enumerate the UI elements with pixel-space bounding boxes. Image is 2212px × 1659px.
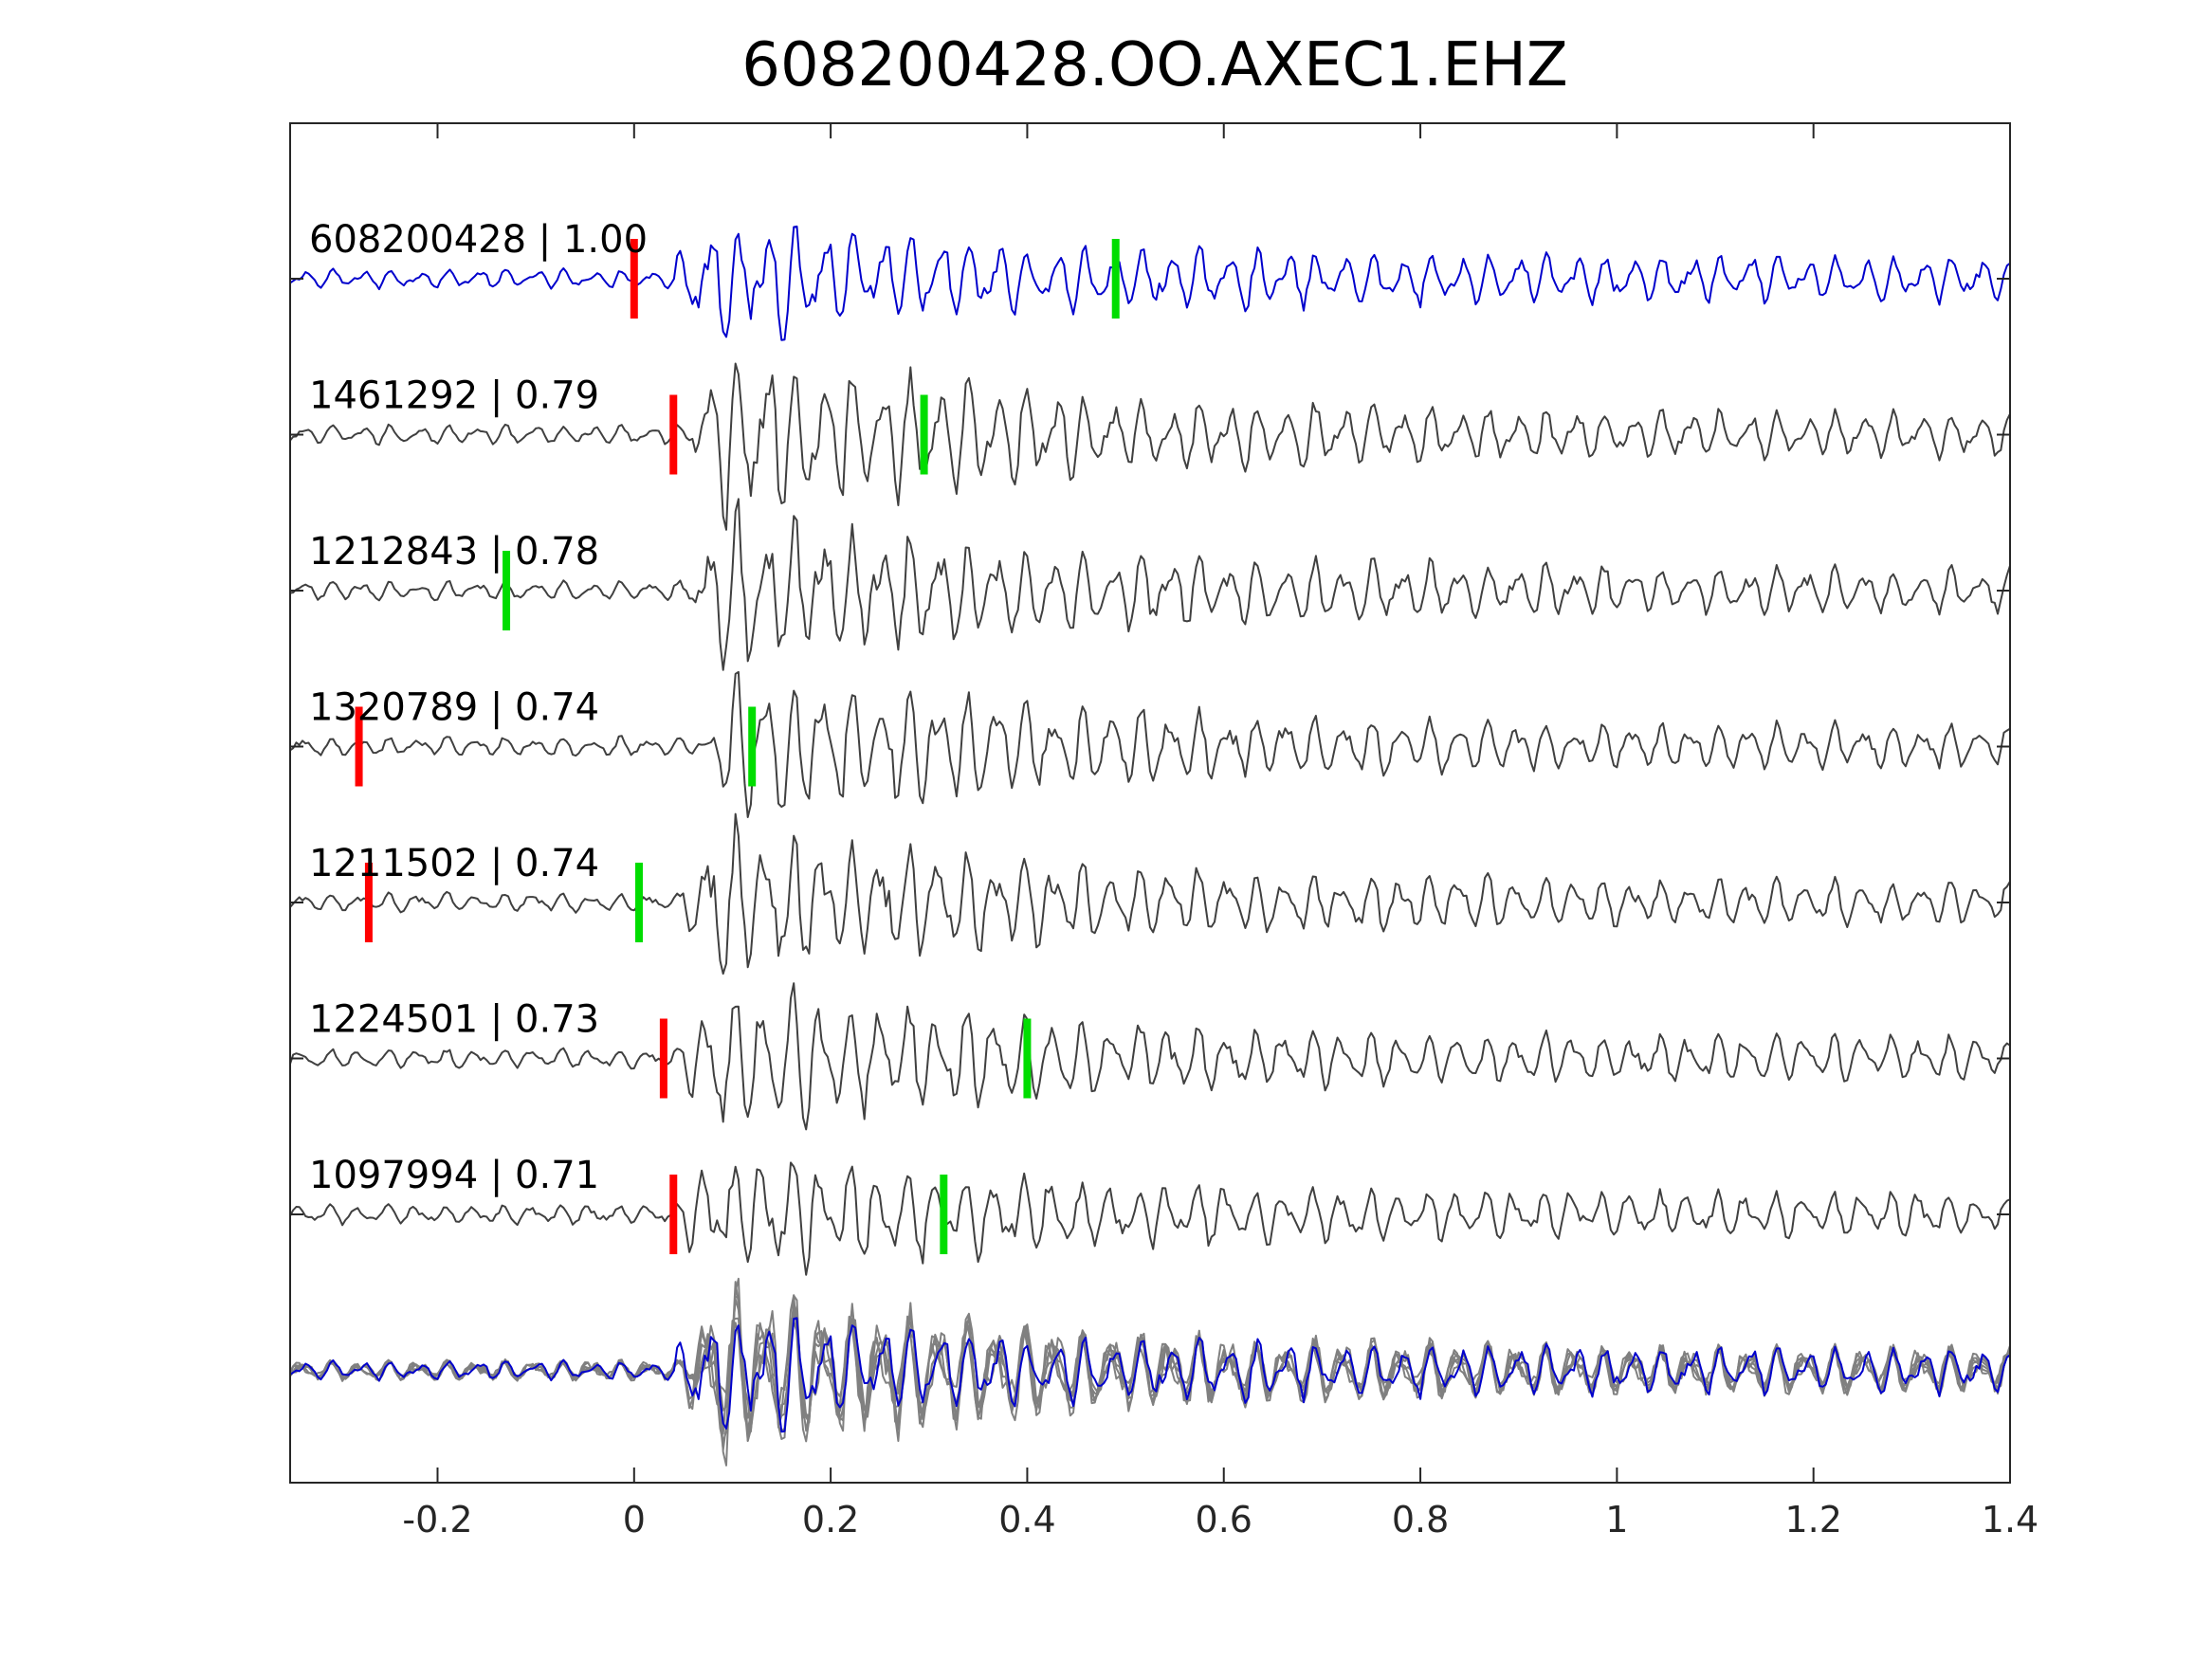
trace-waveform-1212843 bbox=[289, 498, 2011, 671]
trace-label-1097994: 1097994 | 0.71 bbox=[309, 1154, 599, 1197]
x-tick-label: 0.6 bbox=[1196, 1499, 1252, 1540]
pick-marker-layer bbox=[355, 239, 1120, 1254]
trace-waveform-1097994 bbox=[289, 1161, 2011, 1276]
chart-title: 608200428.OO.AXEC1.EHZ bbox=[741, 30, 1568, 100]
trace-label-1224501: 1224501 | 0.73 bbox=[309, 998, 599, 1042]
trace-label-1212843: 1212843 | 0.78 bbox=[309, 530, 599, 574]
trace-label-1211502: 1211502 | 0.74 bbox=[309, 842, 599, 885]
x-axis-ticks: -0.2 0 0.2 0.4 0.6 0.8 1 1.2 1.4 bbox=[290, 123, 2038, 1540]
trace-label-608200428: 608200428 | 1.00 bbox=[309, 218, 648, 262]
stack-waveform-1097994 bbox=[289, 1317, 2011, 1432]
trace-waveform-1461292 bbox=[289, 362, 2011, 531]
trace-label-1320789: 1320789 | 0.74 bbox=[309, 686, 599, 730]
x-tick-label: 1.2 bbox=[1784, 1499, 1841, 1540]
x-tick-label: 1.4 bbox=[1982, 1499, 2038, 1540]
x-tick-label: 0.8 bbox=[1392, 1499, 1449, 1540]
x-tick-label: 0.4 bbox=[998, 1499, 1055, 1540]
plot-axes-box bbox=[289, 122, 2011, 1484]
x-tick-label: -0.2 bbox=[402, 1499, 472, 1540]
stack-waveform-1224501 bbox=[289, 1294, 2011, 1443]
stack-waveform-1461292 bbox=[289, 1298, 2011, 1467]
trace-waveform-608200428 bbox=[289, 225, 2011, 341]
x-tick-label: 1 bbox=[1605, 1499, 1628, 1540]
waveform-layer bbox=[289, 225, 2011, 1467]
x-tick-label: 0.2 bbox=[802, 1499, 859, 1540]
trace-label-1461292: 1461292 | 0.79 bbox=[309, 374, 599, 418]
trace-waveform-1320789 bbox=[289, 670, 2011, 818]
stack-waveform-1211502 bbox=[289, 1281, 2011, 1443]
stack-waveform-608200428 bbox=[289, 1317, 2011, 1433]
trace-waveform-1224501 bbox=[289, 982, 2011, 1131]
x-tick-label: 0 bbox=[623, 1499, 646, 1540]
trace-waveform-1211502 bbox=[289, 812, 2011, 975]
trace-label-layer: 608200428 | 1.00 1461292 | 0.79 1212843 | … bbox=[309, 218, 648, 1197]
